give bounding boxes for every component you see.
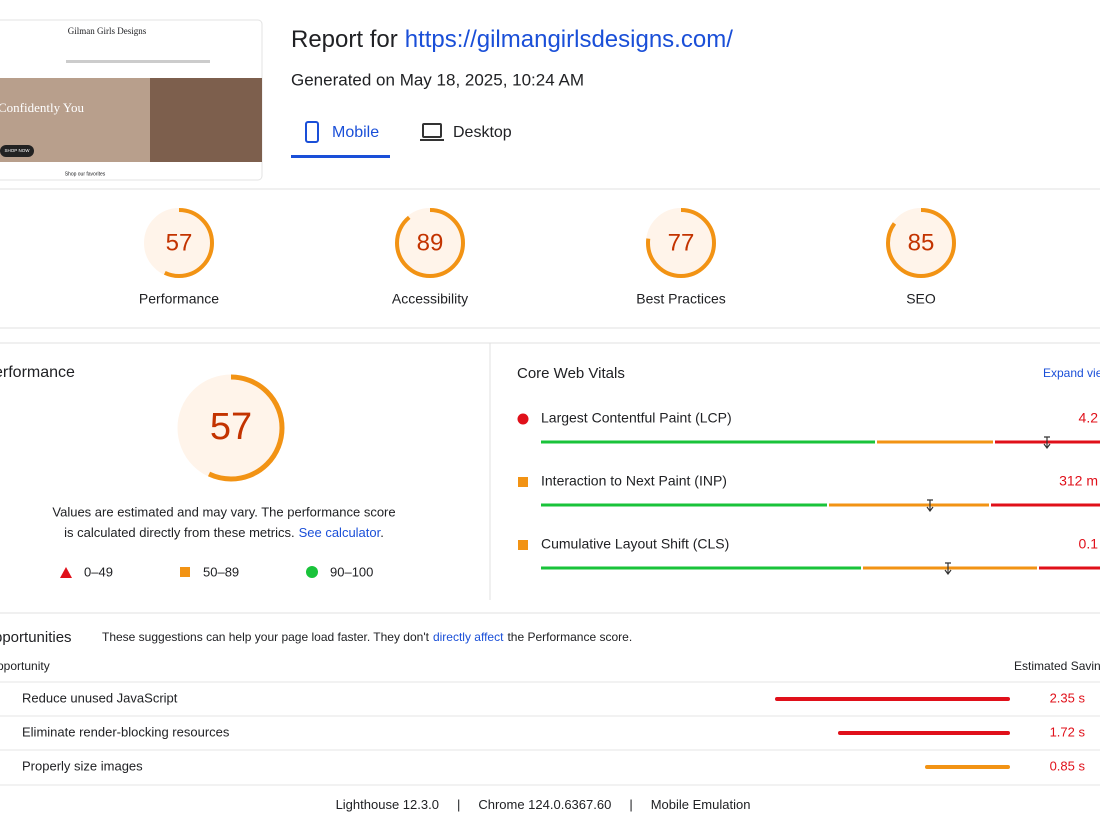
thumb-hero-text: Confidently You <box>0 100 84 115</box>
thumb-button[interactable]: SHOP NOW <box>5 148 31 153</box>
tab-desktop[interactable]: Desktop <box>453 124 512 141</box>
gauge-arc <box>144 208 214 278</box>
gauge-score: 57 <box>166 229 193 256</box>
metric-value: 4.2 <box>1079 410 1099 426</box>
metric-name: Cumulative Layout Shift (CLS) <box>541 536 729 552</box>
report-prefix: Report for <box>291 26 398 53</box>
gauge-arc <box>646 208 716 278</box>
thumb-button-bg <box>0 145 34 157</box>
footer-sep: | <box>457 797 460 812</box>
score-label: Accessibility <box>392 291 468 307</box>
gauge-score: 89 <box>417 229 444 256</box>
legend-average-icon <box>180 567 190 577</box>
opp-title: pportunities <box>0 629 72 646</box>
col-savings: Estimated Savin <box>1014 659 1100 673</box>
opp-link[interactable]: directly affect <box>433 630 504 644</box>
tab-underline <box>291 155 390 158</box>
opp-desc-text: These suggestions can help your page loa… <box>102 630 430 644</box>
savings-bar <box>775 697 1010 701</box>
legend-average: 50–89 <box>203 564 239 579</box>
legend-pass: 90–100 <box>330 564 373 579</box>
bar-good <box>541 440 875 444</box>
perf-note-text: is calculated directly from these metric… <box>64 525 294 540</box>
gauge-arc <box>177 374 285 482</box>
perf-note: Values are estimated and may vary. The p… <box>52 504 395 519</box>
bar-average <box>877 440 993 444</box>
savings-label: 2.35 s <box>1050 690 1086 705</box>
bar-marker <box>944 562 952 575</box>
mobile-icon <box>305 121 319 143</box>
gauge-arc <box>886 208 956 278</box>
opp-name[interactable]: Reduce unused JavaScript <box>22 690 178 705</box>
tab-mobile[interactable]: Mobile <box>332 124 379 141</box>
opp-desc-end: the Performance score. <box>507 630 632 644</box>
metric-icon <box>518 477 528 487</box>
legend-fail-icon <box>60 567 72 578</box>
opp-description: These suggestions can help your page loa… <box>102 630 632 644</box>
savings-bar <box>925 765 1010 769</box>
metric-value: 312 m <box>1059 473 1098 489</box>
metric-name: Interaction to Next Paint (INP) <box>541 473 727 489</box>
bar-good <box>541 566 861 570</box>
gauge-score: 57 <box>210 406 252 448</box>
thumb-hero-people <box>150 78 262 162</box>
thumb-brand: Gilman Girls Designs <box>68 26 147 36</box>
perf-note-end: . <box>380 525 384 540</box>
savings-bar <box>838 731 1010 735</box>
expand-view[interactable]: Expand vie <box>1043 366 1100 380</box>
metric-value: 0.1 <box>1079 536 1099 552</box>
opp-name[interactable]: Properly size images <box>22 758 143 773</box>
gauge-score: 85 <box>908 229 935 256</box>
savings-label: 1.72 s <box>1050 724 1086 739</box>
desktop-icon-base <box>420 139 444 141</box>
perf-title: erformance <box>0 364 75 381</box>
bar-good <box>541 503 827 507</box>
thumb-footer: Shop our favorites <box>65 171 106 177</box>
metric-icon <box>518 540 528 550</box>
bar-average <box>863 566 1037 570</box>
footer-lighthouse: Lighthouse 12.3.0 <box>336 797 439 812</box>
bar-average <box>829 503 989 507</box>
footer-sep: | <box>629 797 632 812</box>
cwv-title: Core Web Vitals <box>517 365 625 382</box>
footer-chrome: Chrome 124.0.6367.60 <box>478 797 611 812</box>
legend-fail: 0–49 <box>84 564 113 579</box>
score-label: Performance <box>139 291 219 307</box>
metric-name: Largest Contentful Paint (LCP) <box>541 410 732 426</box>
generated: Generated on May 18, 2025, 10:24 AM <box>291 70 584 89</box>
thumb-nav <box>66 60 210 63</box>
opp-name[interactable]: Eliminate render-blocking resources <box>22 724 230 739</box>
score-label: SEO <box>906 291 936 307</box>
bar-poor <box>1039 566 1100 570</box>
bar-marker <box>1043 436 1051 449</box>
col-opportunity: pportunity <box>0 659 50 673</box>
score-label: Best Practices <box>636 291 725 307</box>
footer-emulation: Mobile Emulation <box>651 797 751 812</box>
metric-icon <box>517 413 529 425</box>
perf-note: is calculated directly from these metric… <box>64 525 384 540</box>
desktop-icon <box>422 123 442 138</box>
report-url[interactable]: https://gilmangirlsdesigns.com/ <box>405 26 733 53</box>
gauge-score: 77 <box>668 229 695 256</box>
gauge-arc <box>395 208 465 278</box>
legend-pass-icon <box>306 566 318 578</box>
calculator-link[interactable]: See calculator <box>299 525 382 540</box>
report-title: Report for https://gilmangirlsdesigns.com… <box>291 26 733 53</box>
savings-label: 0.85 s <box>1050 758 1086 773</box>
bar-poor <box>991 503 1100 507</box>
bar-marker <box>926 499 934 512</box>
footer: Lighthouse 12.3.0 | Chrome 124.0.6367.60 | M… <box>336 797 751 812</box>
